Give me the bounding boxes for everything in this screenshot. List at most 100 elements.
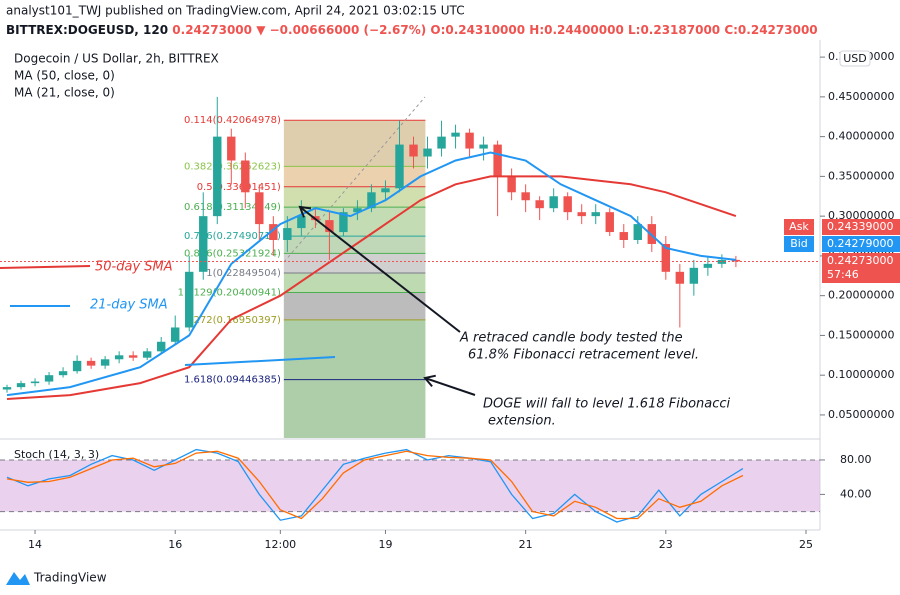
candle-body xyxy=(731,259,741,262)
candle-body xyxy=(381,188,390,193)
annotation: DOGE will fall to level 1.618 Fibonacci xyxy=(483,397,731,412)
y-tick-label: 80.00 xyxy=(840,453,872,466)
candle-body xyxy=(2,387,12,390)
y-tick-label: 0.45000000 xyxy=(828,90,894,103)
candle-body xyxy=(605,212,614,233)
candle-body xyxy=(675,271,685,284)
ohlc: O:0.24310000 H:0.24400000 L:0.23187000 C… xyxy=(430,23,817,37)
fib-label: 0.5(0.33691451) xyxy=(197,182,281,193)
candle-body xyxy=(521,192,530,201)
x-tick-label: 14 xyxy=(28,538,42,551)
candle-body xyxy=(437,136,446,149)
candle-body xyxy=(549,196,558,209)
symbol: BITTREX:DOGEUSD, 120 xyxy=(6,23,168,37)
annotation: A retraced candle body tested the xyxy=(459,331,683,346)
chart-title: Dogecoin / US Dollar, 2h, BITTREX xyxy=(14,52,219,66)
y-tick-label: 40.00 xyxy=(840,487,872,500)
y-tick-label: 0.40000000 xyxy=(828,130,894,143)
arrow: ▼ xyxy=(256,23,266,37)
candle-body xyxy=(703,263,713,268)
bid-label: Bid xyxy=(790,237,808,250)
candle-body xyxy=(227,136,236,161)
candle-body xyxy=(423,148,432,157)
candle-body xyxy=(142,351,152,358)
arrow-head xyxy=(423,374,436,388)
x-tick-label: 19 xyxy=(378,538,392,551)
candle-body xyxy=(30,381,40,384)
brand: TradingView xyxy=(33,571,107,585)
candle-body xyxy=(128,355,138,358)
publish-line: analyst101_TWJ published on TradingView.… xyxy=(6,4,465,18)
candle-body xyxy=(563,196,572,213)
annotation: extension. xyxy=(488,414,556,429)
bid: 0.24279000 xyxy=(827,237,893,250)
fib-label: 0.786(0.27490713) xyxy=(184,231,281,242)
candle-body xyxy=(297,216,306,229)
arrow-head xyxy=(298,205,312,218)
candle-body xyxy=(535,200,544,209)
y-tick-label: 0.05000000 xyxy=(828,408,894,421)
candle-body xyxy=(619,232,628,240)
candle-body xyxy=(86,360,96,366)
candle-body xyxy=(325,220,334,233)
ask-label-bg xyxy=(784,219,814,235)
candle-body xyxy=(507,176,516,193)
currency-badge[interactable] xyxy=(839,50,871,67)
last-bg xyxy=(822,253,900,283)
series-line xyxy=(6,151,737,397)
header-line: BITTREX:DOGEUSD, 120 0.24273000 ▼ −0.006… xyxy=(6,23,818,37)
tv-logo xyxy=(6,572,30,585)
fib-label: 0.886(0.25321924) xyxy=(184,248,281,259)
candle-body xyxy=(100,359,110,366)
fib-band xyxy=(283,292,426,320)
fib-band xyxy=(283,120,426,167)
series-line xyxy=(6,175,737,400)
sma-pointer xyxy=(0,265,91,269)
x-tick-label: 12:00 xyxy=(264,538,296,551)
countdown: 57:46 xyxy=(827,268,859,281)
trend-line xyxy=(283,96,426,263)
x-tick-label: 21 xyxy=(519,538,533,551)
ask-bg xyxy=(822,219,900,235)
candle-body xyxy=(283,228,292,240)
annotation: 61.8% Fibonacci retracement level. xyxy=(468,348,699,363)
candle-body xyxy=(465,132,474,149)
candle-body xyxy=(199,216,208,272)
y-tick-label: 0.30000000 xyxy=(828,209,894,222)
candle-body xyxy=(72,360,82,372)
candle-body xyxy=(171,327,180,342)
annotation: 21-day SMA xyxy=(90,298,168,313)
arrow xyxy=(424,377,476,396)
fib-label: 0.382(0.36262623) xyxy=(184,161,281,172)
fib-band xyxy=(283,253,426,274)
fib-band xyxy=(283,166,426,187)
candle-body xyxy=(58,371,68,376)
x-tick-label: 25 xyxy=(799,538,813,551)
price: 0.24273000 xyxy=(172,23,252,37)
fib-label: 1(0.22849504) xyxy=(206,268,281,279)
last-price: 0.24273000 xyxy=(827,254,893,267)
candle-body xyxy=(213,136,222,217)
candle-body xyxy=(577,212,586,217)
change: −0.00666000 (−2.67%) xyxy=(270,23,427,37)
fib-band xyxy=(283,186,426,208)
ask-label: Ask xyxy=(789,220,809,233)
candle-body xyxy=(493,144,502,177)
fib-label: 0.114(0.42064978) xyxy=(184,115,281,126)
stoch-band xyxy=(0,459,820,512)
ask: 0.24339000 xyxy=(827,220,893,233)
candle-body xyxy=(633,224,642,240)
candle-body xyxy=(185,271,194,328)
legend-entry: MA (50, close, 0) xyxy=(14,69,115,83)
candle-body xyxy=(409,144,418,157)
fib-label: 1.272(0.16950397) xyxy=(184,315,281,326)
bid-label-bg xyxy=(784,236,814,252)
candle-body xyxy=(339,212,348,233)
candle-body xyxy=(241,160,250,193)
y-tick-label: 0.20000000 xyxy=(828,289,894,302)
candle-body xyxy=(661,243,671,272)
fib-band xyxy=(283,379,426,438)
x-tick-label: 16 xyxy=(168,538,182,551)
candle-body xyxy=(451,132,460,137)
